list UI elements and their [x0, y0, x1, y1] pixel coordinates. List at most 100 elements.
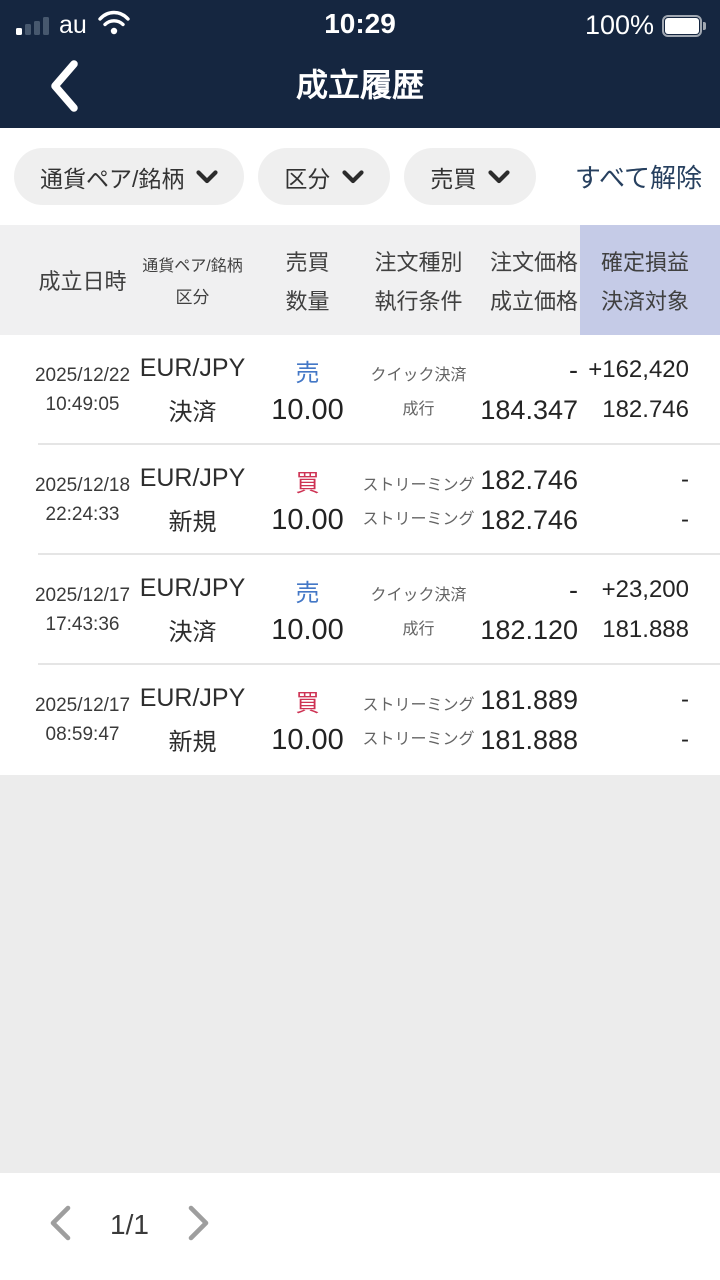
order-price: 182.746 [480, 464, 578, 495]
cell-prices: - 182.120 [480, 555, 580, 665]
filter-bar: 通貨ペア/銘柄 区分 売買 すべて解除 [0, 128, 720, 225]
trade-date: 2025/12/18 [34, 474, 131, 496]
cell-order-type: クイック決済 成行 [345, 335, 480, 445]
cell-side-qty: 売 10.00 [250, 555, 345, 665]
cell-datetime: 2025/12/18 22:24:33 [0, 445, 135, 555]
header-prices: 注文価格 成立価格 [489, 249, 578, 314]
filter-category-label: 区分 [284, 165, 331, 192]
trade-time: 10:49:05 [45, 393, 120, 415]
fill-price: 181.888 [480, 724, 578, 755]
status-time: 10:29 [324, 8, 396, 39]
order-type: クイック決済 [370, 587, 467, 604]
trade-quantity: 10.00 [271, 504, 344, 536]
fill-price: 182.746 [480, 504, 578, 535]
cell-prices: 182.746 182.746 [480, 445, 580, 555]
cell-datetime: 2025/12/17 17:43:36 [0, 555, 135, 665]
page-title: 成立履歴 [295, 67, 424, 103]
trade-date: 2025/12/17 [34, 584, 131, 606]
chevron-right-icon [186, 1204, 212, 1247]
cellular-signal-icon [16, 16, 49, 35]
back-button[interactable] [38, 58, 90, 118]
top-bar: au 10:29 100% [0, 0, 720, 128]
carrier-label: au [59, 11, 87, 39]
cell-side-qty: 買 10.00 [250, 445, 345, 555]
trade-side: 買 [295, 470, 320, 497]
header-side-qty: 売買 数量 [285, 249, 330, 314]
filter-category[interactable]: 区分 [258, 148, 391, 205]
fill-price: 182.120 [480, 614, 578, 645]
trade-side: 買 [295, 690, 320, 717]
order-type: ストリーミング [362, 697, 475, 714]
status-left: au [16, 10, 131, 41]
execution-condition: ストリーミング [362, 511, 475, 528]
clear-all-filters-button[interactable]: すべて解除 [574, 163, 702, 193]
filter-side-label: 売買 [430, 165, 477, 192]
filter-side[interactable]: 売買 [404, 148, 537, 205]
table-row[interactable]: 2025/12/17 08:59:47 EUR/JPY 新規 買 10.00 ス… [0, 665, 720, 775]
settlement-target: 181.888 [602, 616, 689, 643]
trade-quantity: 10.00 [271, 724, 344, 756]
cell-pl-settlement: +162,420 182.746 [580, 335, 720, 445]
bottom-bar: 1/1 成立カレンダー [0, 1173, 720, 1280]
empty-content-area [0, 775, 720, 1173]
trade-date: 2025/12/17 [34, 694, 131, 716]
row-divider [38, 443, 720, 445]
cell-order-type: ストリーミング ストリーミング [345, 445, 480, 555]
order-type: ストリーミング [362, 477, 475, 494]
table-body: 2025/12/22 10:49:05 EUR/JPY 決済 売 10.00 ク… [0, 335, 720, 775]
chevron-down-icon [196, 163, 218, 190]
header-pl-settlement: 確定損益 決済対象 [580, 225, 720, 335]
cell-pair-category: EUR/JPY 新規 [135, 445, 250, 555]
fill-price: 184.347 [480, 394, 578, 425]
page-indicator: 1/1 [110, 1209, 149, 1240]
nav-bar: 成立履歴 [0, 46, 720, 128]
cell-pl-settlement: - - [580, 665, 720, 775]
battery-icon [662, 14, 706, 37]
trade-time: 22:24:33 [45, 503, 120, 525]
cell-order-type: クイック決済 成行 [345, 555, 480, 665]
realized-pl: +162,420 [588, 356, 689, 383]
order-type: クイック決済 [370, 367, 467, 384]
trade-side: 売 [295, 580, 320, 607]
settlement-target: - [681, 506, 689, 533]
status-bar: au 10:29 100% [0, 0, 720, 46]
cell-pl-settlement: - - [580, 445, 720, 555]
prev-page-button[interactable] [40, 1199, 80, 1251]
table-row[interactable]: 2025/12/17 17:43:36 EUR/JPY 決済 売 10.00 ク… [0, 555, 720, 665]
battery-percent: 100% [584, 10, 654, 40]
cell-side-qty: 売 10.00 [250, 335, 345, 445]
back-chevron-icon [49, 59, 79, 118]
filter-currency-pair-label: 通貨ペア/銘柄 [40, 165, 185, 192]
cell-order-type: ストリーミング ストリーミング [345, 665, 480, 775]
trade-quantity: 10.00 [271, 614, 344, 646]
cell-prices: - 184.347 [480, 335, 580, 445]
pagination: 1/1 [40, 1199, 219, 1251]
trade-category: 新規 [168, 508, 217, 536]
trade-time: 17:43:36 [45, 613, 120, 635]
cell-datetime: 2025/12/17 08:59:47 [0, 665, 135, 775]
cell-datetime: 2025/12/22 10:49:05 [0, 335, 135, 445]
table-header: 成立日時 通貨ペア/銘柄 区分 売買 数量 注文種別 執行条件 注文価格 成立価… [0, 225, 720, 335]
cell-pair-category: EUR/JPY 新規 [135, 665, 250, 775]
order-price: - [569, 574, 578, 605]
status-right: 100% [585, 10, 706, 41]
execution-condition: 成行 [402, 401, 435, 418]
order-price: - [569, 354, 578, 385]
currency-pair: EUR/JPY [139, 573, 246, 602]
currency-pair: EUR/JPY [139, 353, 246, 382]
execution-condition: ストリーミング [362, 731, 475, 748]
cell-pair-category: EUR/JPY 決済 [135, 335, 250, 445]
cell-pair-category: EUR/JPY 決済 [135, 555, 250, 665]
settlement-target: - [681, 726, 689, 753]
trade-time: 08:59:47 [45, 723, 120, 745]
table-row[interactable]: 2025/12/22 10:49:05 EUR/JPY 決済 売 10.00 ク… [0, 335, 720, 445]
filter-currency-pair[interactable]: 通貨ペア/銘柄 [14, 148, 245, 205]
cell-prices: 181.889 181.888 [480, 665, 580, 775]
next-page-button[interactable] [179, 1199, 219, 1251]
table-row[interactable]: 2025/12/18 22:24:33 EUR/JPY 新規 買 10.00 ス… [0, 445, 720, 555]
realized-pl: - [681, 686, 689, 713]
realized-pl: +23,200 [601, 576, 689, 603]
wifi-icon [97, 10, 131, 41]
header-datetime: 成立日時 [38, 269, 127, 294]
